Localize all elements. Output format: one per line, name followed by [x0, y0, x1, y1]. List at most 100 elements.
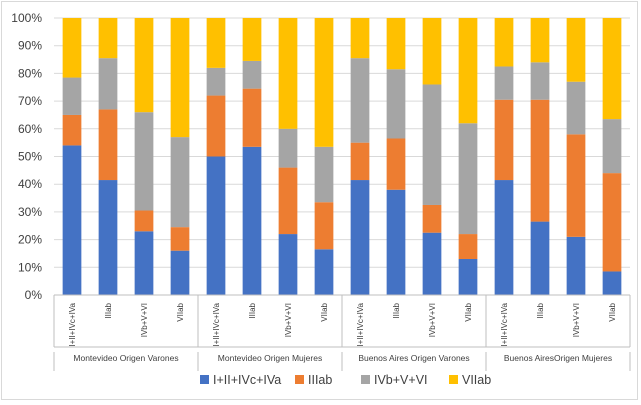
bar-segment-i-ii-ivc-iva: [314, 249, 334, 295]
x-category-label: I+II+IVc+IVa: [500, 302, 509, 346]
legend-swatch: [295, 375, 304, 384]
bar-segment-i-ii-ivc-iva: [386, 189, 406, 295]
bar-segment-iiiab: [494, 99, 514, 181]
bar-segment-i-ii-ivc-iva: [530, 221, 550, 295]
bar-segment-ivb-v-vi: [62, 77, 82, 115]
bar-segment-viiab: [170, 18, 190, 138]
x-category-label: I+II+IVc+IVa: [68, 302, 77, 346]
bar-segment-iiiab: [602, 173, 622, 272]
x-category-label: IIIab: [392, 302, 401, 318]
bar-segment-i-ii-ivc-iva: [350, 180, 370, 295]
x-category-label: VIIab: [320, 302, 329, 321]
legend-swatch: [449, 375, 458, 384]
x-category-label: VIIab: [176, 302, 185, 321]
y-tick-label: 70%: [18, 94, 42, 108]
y-tick-label: 10%: [18, 260, 42, 274]
x-category-label: IIIab: [248, 302, 257, 318]
legend-swatch: [200, 375, 209, 384]
bar-segment-viiab: [386, 18, 406, 70]
bar-segment-iiiab: [422, 204, 442, 233]
x-category-label: IIIab: [104, 302, 113, 318]
bar-segment-iiiab: [386, 138, 406, 190]
bar-segment-iiiab: [206, 95, 226, 157]
y-tick-label: 20%: [18, 233, 42, 247]
x-axis: I+II+IVc+IVa IIIab IVb+V+VI VIIab Montevideo…: [53, 294, 631, 371]
bar-segment-ivb-v-vi: [278, 128, 298, 168]
bar-segment-i-ii-ivc-iva: [242, 146, 262, 295]
x-category-label: I+II+IVc+IVa: [212, 302, 221, 346]
bar-segment-viiab: [350, 18, 370, 59]
bar-segment-viiab: [422, 18, 442, 85]
bar-segment-ivb-v-vi: [422, 84, 442, 205]
bar-segment-viiab: [206, 18, 226, 68]
bar-segment-viiab: [566, 18, 586, 82]
bar-segment-i-ii-ivc-iva: [458, 258, 478, 295]
bar-segment-ivb-v-vi: [602, 119, 622, 174]
x-category-label: IVb+V+VI: [572, 303, 581, 337]
bar-segment-i-ii-ivc-iva: [602, 271, 622, 295]
x-category-label: VIIab: [464, 302, 473, 321]
bar-segment-ivb-v-vi: [386, 69, 406, 139]
bar-segment-iiiab: [98, 109, 118, 181]
bar-segment-viiab: [314, 18, 334, 147]
bar-segment-viiab: [242, 18, 262, 61]
legend-label: VIIab: [462, 373, 491, 387]
x-category-label: IIIab: [536, 302, 545, 318]
y-tick-label: 80%: [18, 66, 42, 80]
bar-segment-i-ii-ivc-iva: [170, 250, 190, 295]
bar-segment-ivb-v-vi: [350, 58, 370, 143]
bar-segment-iiiab: [242, 88, 262, 147]
legend: I+II+IVc+IVa IIIab IVb+V+VI VIIab: [200, 373, 491, 387]
bar-segment-ivb-v-vi: [134, 112, 154, 211]
bar-segment-viiab: [134, 18, 154, 113]
y-tick-label: 0%: [25, 288, 43, 302]
x-group-label: Buenos AiresOrigen Mujeres: [504, 353, 612, 363]
bar-segment-i-ii-ivc-iva: [422, 232, 442, 295]
chart-frame: 0% 10% 20% 30% 40% 50% 60% 70% 80% 90% 100% I+II+I…: [1, 1, 638, 400]
bar-segment-viiab: [458, 18, 478, 124]
y-tick-label: 90%: [18, 39, 42, 53]
bar-segment-ivb-v-vi: [458, 123, 478, 235]
bar-segment-i-ii-ivc-iva: [566, 236, 586, 295]
bar-segment-i-ii-ivc-iva: [206, 156, 226, 295]
x-category-label: I+II+IVc+IVa: [356, 302, 365, 346]
bar-segment-viiab: [530, 18, 550, 63]
legend-swatch: [361, 375, 370, 384]
legend-label: IIIab: [308, 373, 332, 387]
y-tick-label: 60%: [18, 122, 42, 136]
x-category-label: IVb+V+VI: [428, 303, 437, 337]
bar-segment-viiab: [494, 18, 514, 67]
bar-segment-iiiab: [458, 234, 478, 259]
y-tick-label: 40%: [18, 177, 42, 191]
bar-segment-i-ii-ivc-iva: [98, 180, 118, 295]
x-group-label: Buenos Aires Origen Varones: [358, 353, 469, 363]
bar-segment-iiiab: [314, 202, 334, 250]
bar-segment-iiiab: [530, 99, 550, 222]
bar-segment-ivb-v-vi: [530, 62, 550, 100]
bar-segment-iiiab: [62, 114, 82, 146]
bar-segment-viiab: [62, 18, 82, 78]
x-group-label: Montevideo Origen Mujeres: [218, 353, 322, 363]
bar-segment-i-ii-ivc-iva: [62, 145, 82, 295]
bar-segment-ivb-v-vi: [314, 146, 334, 203]
bar-segment-i-ii-ivc-iva: [278, 234, 298, 295]
bar-segment-iiiab: [278, 167, 298, 235]
bar-segment-iiiab: [170, 227, 190, 251]
bars: [62, 18, 622, 295]
x-category-label: IVb+V+VI: [140, 303, 149, 337]
bar-segment-ivb-v-vi: [206, 67, 226, 96]
y-tick-label: 50%: [18, 150, 42, 164]
legend-label: IVb+V+VI: [374, 373, 428, 387]
bar-segment-i-ii-ivc-iva: [134, 231, 154, 295]
bar-segment-viiab: [98, 18, 118, 59]
bar-segment-iiiab: [134, 210, 154, 232]
x-category-label: VIIab: [608, 302, 617, 321]
bar-segment-iiiab: [350, 142, 370, 181]
bar-segment-ivb-v-vi: [170, 137, 190, 228]
bar-segment-viiab: [602, 18, 622, 120]
y-tick-label: 100%: [11, 11, 42, 25]
bar-segment-iiiab: [566, 134, 586, 237]
x-category-label: IVb+V+VI: [284, 303, 293, 337]
x-group-label: Montevideo Origen Varones: [73, 353, 178, 363]
